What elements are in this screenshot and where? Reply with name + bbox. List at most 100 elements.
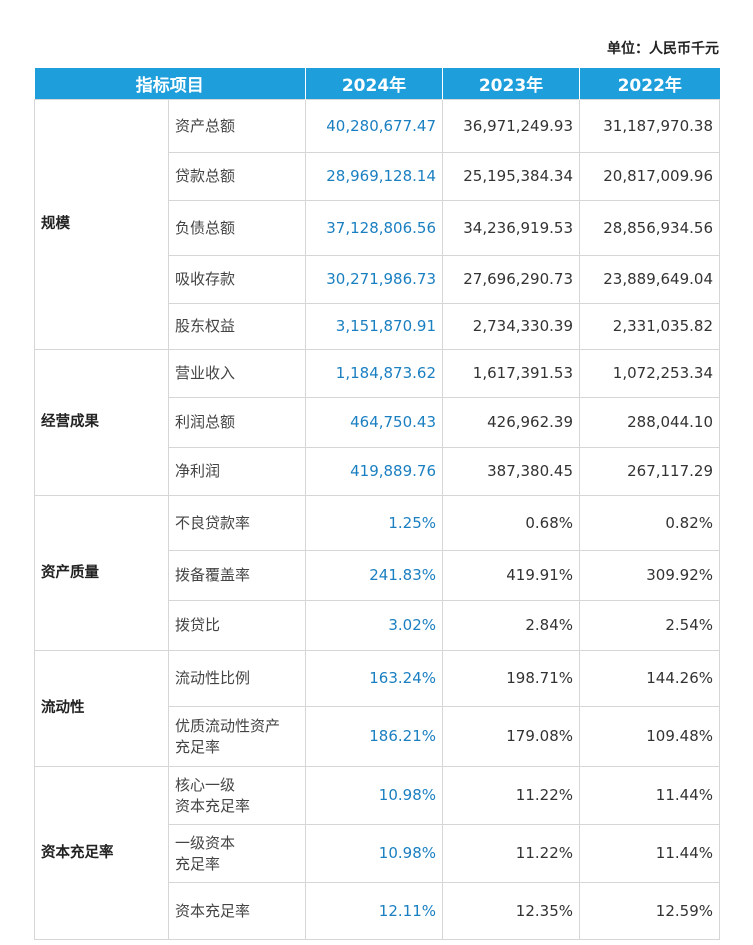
table-row: 规模 资产总额 40,280,677.47 36,971,249.93 31,187,9…	[34, 99, 720, 350]
table-row: 利润总额 464,750.43 426,962.39 288,044.10	[35, 397, 720, 448]
indicator-name: 一级资本	[175, 833, 236, 852]
table-row: 负债总额 37,128,806.56 34,236,919.53 28,856,934…	[35, 200, 720, 256]
value-2024-cell: 10.98%	[305, 824, 443, 883]
indicator-name-cell: 不良贷款率	[168, 495, 306, 551]
value-2023-cell: 0.68%	[442, 495, 580, 551]
value-2022-cell: 28,856,934.56	[579, 200, 720, 256]
value-2024-cell: 186.21%	[305, 706, 443, 767]
table-row: 资产质量 不良贷款率 1.25% 0.68% 0.82%	[34, 495, 720, 651]
financial-indicators-table: 指标项目 2024年 2023年 2022年 规模 资产总额 40,280,677.…	[34, 68, 720, 940]
value-2023-cell: 419.91%	[442, 550, 580, 601]
value-2023-cell: 34,236,919.53	[442, 200, 580, 256]
indicator-name: 拨备覆盖率	[175, 566, 251, 584]
indicator-name-line2: 充足率	[175, 737, 221, 756]
indicator-name-cell: 资产总额	[168, 99, 306, 153]
table-row: 经营成果 营业收入 1,184,873.62 1,617,391.53 1,072,25…	[34, 349, 720, 496]
value-2024-cell: 28,969,128.14	[305, 152, 443, 201]
value-2024-cell: 12.11%	[305, 882, 443, 940]
table-row: 股东权益 3,151,870.91 2,734,330.39 2,331,035.82	[35, 303, 720, 350]
indicator-name-cell: 营业收入	[168, 349, 306, 398]
value-2024-cell: 1,184,873.62	[305, 349, 443, 398]
indicator-name: 净利润	[175, 462, 221, 480]
value-2022-cell: 144.26%	[579, 650, 720, 707]
table-row: 吸收存款 30,271,986.73 27,696,290.73 23,889,649…	[35, 255, 720, 304]
indicator-name: 营业收入	[175, 364, 236, 382]
value-2024-cell: 37,128,806.56	[305, 200, 443, 256]
header-2024: 2024年	[305, 68, 443, 100]
value-2022-cell: 2.54%	[579, 600, 720, 651]
indicator-name-cell: 股东权益	[168, 303, 306, 350]
value-2022-cell: 0.82%	[579, 495, 720, 551]
value-2022-cell: 11.44%	[579, 824, 720, 883]
indicator-name-cell: 拨贷比	[168, 600, 306, 651]
value-2022-cell: 109.48%	[579, 706, 720, 767]
indicator-name: 吸收存款	[175, 270, 236, 288]
table-row: 资本充足率 12.11% 12.35% 12.59%	[35, 882, 720, 940]
value-2023-cell: 11.22%	[442, 766, 580, 825]
category-cell: 资本充足率	[34, 766, 169, 940]
value-2024-cell: 3,151,870.91	[305, 303, 443, 350]
indicator-name-cell: 核心一级 资本充足率	[168, 766, 306, 825]
category-cell: 规模	[34, 99, 169, 350]
header-2023: 2023年	[442, 68, 580, 100]
indicator-name-line2: 资本充足率	[175, 796, 251, 815]
indicator-name-cell: 吸收存款	[168, 255, 306, 304]
table-row: 一级资本 充足率 10.98% 11.22% 11.44%	[35, 824, 720, 883]
header-indicator: 指标项目	[34, 68, 306, 100]
value-2023-cell: 1,617,391.53	[442, 349, 580, 398]
indicator-name-cell: 流动性比例	[168, 650, 306, 707]
table-row: 拨贷比 3.02% 2.84% 2.54%	[35, 600, 720, 651]
value-2024-cell: 241.83%	[305, 550, 443, 601]
indicator-name-cell: 一级资本 充足率	[168, 824, 306, 883]
indicator-name: 贷款总额	[175, 167, 236, 185]
indicator-name-cell: 利润总额	[168, 397, 306, 448]
indicator-name: 核心一级	[175, 775, 236, 794]
table-row: 净利润 419,889.76 387,380.45 267,117.29	[35, 447, 720, 496]
value-2023-cell: 2,734,330.39	[442, 303, 580, 350]
indicator-name-cell: 贷款总额	[168, 152, 306, 201]
table-row: 优质流动性资产 充足率 186.21% 179.08% 109.48%	[35, 706, 720, 767]
value-2023-cell: 179.08%	[442, 706, 580, 767]
value-2022-cell: 12.59%	[579, 882, 720, 940]
category-cell: 资产质量	[34, 495, 169, 651]
table-body: 规模 资产总额 40,280,677.47 36,971,249.93 31,187,9…	[34, 99, 720, 940]
value-2024-cell: 10.98%	[305, 766, 443, 825]
category-cell: 流动性	[34, 650, 169, 767]
indicator-name-cell: 拨备覆盖率	[168, 550, 306, 601]
value-2023-cell: 12.35%	[442, 882, 580, 940]
value-2023-cell: 25,195,384.34	[442, 152, 580, 201]
table-row: 流动性 流动性比例 163.24% 198.71% 144.26%	[34, 650, 720, 767]
indicator-name: 不良贷款率	[175, 513, 251, 532]
table-row: 资本充足率 核心一级 资本充足率 10.98% 11.22% 11.44%	[34, 766, 720, 940]
indicator-name: 股东权益	[175, 317, 236, 335]
value-2024-cell: 40,280,677.47	[305, 99, 443, 153]
category-cell: 经营成果	[34, 349, 169, 496]
value-2023-cell: 36,971,249.93	[442, 99, 580, 153]
value-2024-cell: 464,750.43	[305, 397, 443, 448]
indicator-name: 流动性比例	[175, 669, 251, 687]
value-2022-cell: 11.44%	[579, 766, 720, 825]
value-2023-cell: 426,962.39	[442, 397, 580, 448]
table-header-row: 指标项目 2024年 2023年 2022年	[34, 68, 720, 100]
value-2022-cell: 31,187,970.38	[579, 99, 720, 153]
value-2022-cell: 23,889,649.04	[579, 255, 720, 304]
value-2023-cell: 11.22%	[442, 824, 580, 883]
value-2022-cell: 1,072,253.34	[579, 349, 720, 398]
value-2024-cell: 1.25%	[305, 495, 443, 551]
indicator-name-line2: 充足率	[175, 854, 221, 873]
value-2023-cell: 2.84%	[442, 600, 580, 651]
value-2022-cell: 288,044.10	[579, 397, 720, 448]
value-2024-cell: 30,271,986.73	[305, 255, 443, 304]
value-2024-cell: 3.02%	[305, 600, 443, 651]
indicator-name: 负债总额	[175, 218, 236, 237]
value-2022-cell: 20,817,009.96	[579, 152, 720, 201]
indicator-name-cell: 负债总额	[168, 200, 306, 256]
table-row: 贷款总额 28,969,128.14 25,195,384.34 20,817,009…	[35, 152, 720, 201]
unit-label: 单位：人民币千元	[607, 41, 719, 57]
indicator-name: 资产总额	[175, 116, 236, 135]
value-2022-cell: 267,117.29	[579, 447, 720, 496]
indicator-name-cell: 净利润	[168, 447, 306, 496]
header-2022: 2022年	[579, 68, 720, 100]
indicator-name-cell: 优质流动性资产 充足率	[168, 706, 306, 767]
value-2022-cell: 309.92%	[579, 550, 720, 601]
